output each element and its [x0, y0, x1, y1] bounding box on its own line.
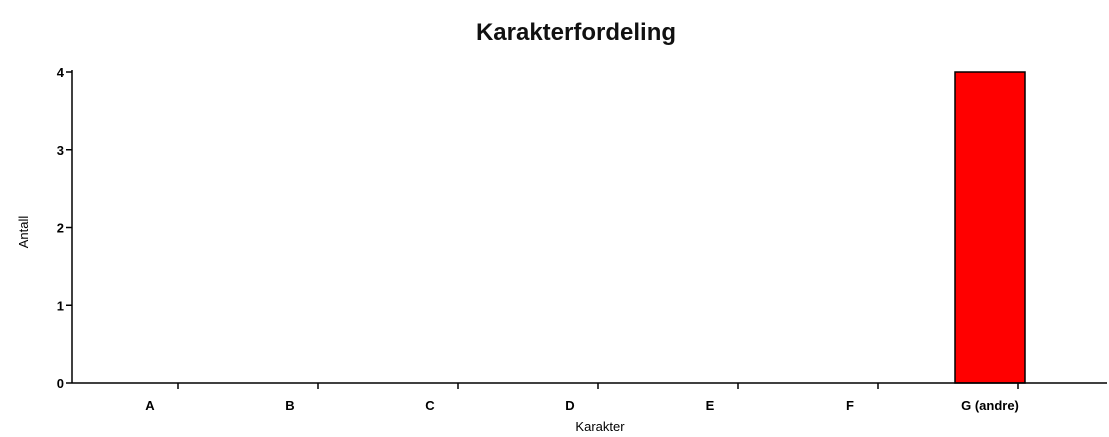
y-tick-label: 1 — [57, 298, 64, 313]
y-tick-label: 0 — [57, 376, 64, 391]
y-tick-label: 4 — [57, 65, 65, 80]
x-tick-label: D — [565, 398, 574, 413]
bars — [954, 71, 1026, 384]
y-tick-label: 3 — [57, 143, 64, 158]
bar — [954, 71, 1026, 384]
x-axis-label: Karakter — [575, 419, 625, 434]
y-tick-label: 2 — [57, 221, 64, 236]
chart-title: Karakterfordeling — [476, 19, 676, 46]
x-tick-label: E — [706, 398, 715, 413]
x-tick-label: B — [285, 398, 294, 413]
x-tick-label: G (andre) — [961, 398, 1019, 413]
x-tick-label: A — [145, 398, 155, 413]
y-axis-ticks: 0 1 2 3 4 — [57, 65, 72, 391]
x-tick-label: C — [425, 398, 435, 413]
y-axis-label: Antall — [16, 216, 31, 249]
x-tick-label: F — [846, 398, 854, 413]
x-axis-ticks: A B C D E F G (andre) — [145, 383, 1019, 413]
